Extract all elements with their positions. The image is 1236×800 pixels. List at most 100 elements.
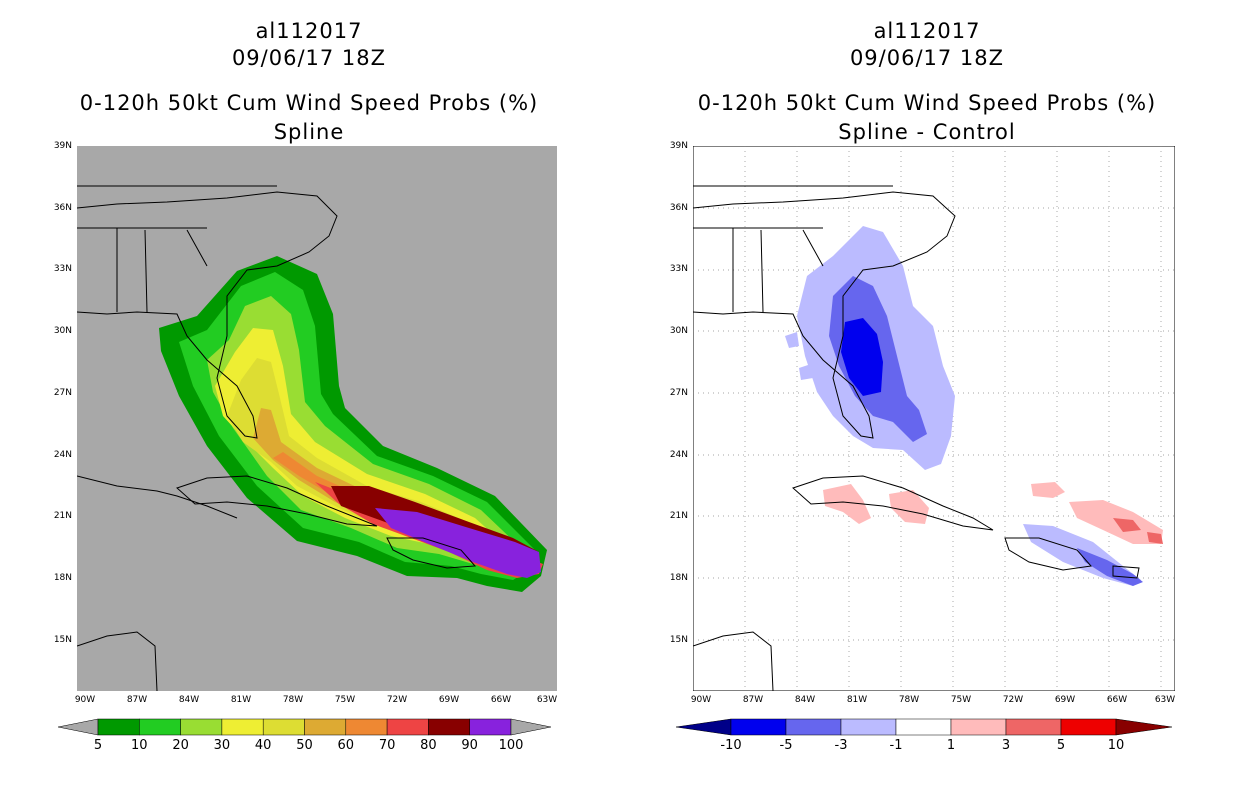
right-colorbar-tick-label: -10 <box>720 738 742 753</box>
lon-label: 90W <box>690 695 712 705</box>
right-colorbar-cell <box>785 718 842 736</box>
lon-label: 87W <box>742 695 764 705</box>
right-panel: al112017 09/06/17 18Z 0-120h 50kt Cum Wi… <box>618 0 1236 800</box>
prob-swath-30 <box>215 328 513 566</box>
left-coastline-hispaniola <box>386 537 477 569</box>
left-colorbar-cell <box>386 718 429 736</box>
prob-swath-20 <box>207 296 523 572</box>
right-colorbar-cell <box>840 718 897 736</box>
lon-label: 66W <box>490 695 512 705</box>
left-colorbar-end-triangle <box>510 718 552 736</box>
left-coastline-us-east <box>77 191 338 439</box>
right-colorbar-cell <box>1060 718 1117 736</box>
left-colorbar-cell <box>262 718 305 736</box>
lat-label: 27N <box>669 388 688 398</box>
lon-label: 69W <box>1054 695 1076 705</box>
left-colorbar-tick-label: 90 <box>461 738 478 753</box>
lat-label: 36N <box>53 203 72 213</box>
left-colorbar-cell <box>345 718 388 736</box>
right-map <box>693 146 1175 691</box>
lat-label: 33N <box>53 264 72 274</box>
lat-label: 33N <box>669 264 688 274</box>
lon-label: 69W <box>438 695 460 705</box>
right-coastline-cuba <box>792 475 994 531</box>
left-colorbar-tick-label: 70 <box>378 738 396 753</box>
lat-label: 21N <box>53 511 72 521</box>
lat-label: 24N <box>669 450 688 460</box>
right-colorbar-cell <box>950 718 1007 736</box>
left-colorbar-tick-label: 10 <box>131 738 148 753</box>
right-subtitle: Spline - Control <box>838 120 1016 144</box>
lat-label: 15N <box>53 635 72 645</box>
left-colorbar-cell <box>304 718 347 736</box>
right-colorbar-tick-label: -3 <box>834 738 848 753</box>
lat-label: 18N <box>669 573 688 583</box>
left-colorbar-tick-label: 80 <box>420 738 437 753</box>
left-colorbar-tick-label: 100 <box>498 738 524 753</box>
right-product-title: 0-120h 50kt Cum Wind Speed Probs (%) <box>697 91 1157 115</box>
left-panel: al112017 09/06/17 18Z 0-120h 50kt Cum Wi… <box>53 19 558 753</box>
right-datetime: 09/06/17 18Z <box>849 46 1005 70</box>
right-colorbar-tick-label: 1 <box>946 738 956 753</box>
lat-label: 36N <box>669 203 688 213</box>
lon-label: 66W <box>1106 695 1128 705</box>
right-coastline-hispaniola <box>1004 537 1092 571</box>
lon-label: 81W <box>230 695 252 705</box>
lon-label: 87W <box>126 695 148 705</box>
left-subtitle: Spline <box>273 120 345 144</box>
right-colorbar-tick-label: 10 <box>1107 738 1125 753</box>
left-datetime: 09/06/17 18Z <box>231 46 387 70</box>
right-colorbar-cell <box>730 718 787 736</box>
left-coastline-gulf <box>77 475 238 519</box>
right-storm-id: al112017 <box>873 19 981 43</box>
lon-label: 90W <box>74 695 96 705</box>
prob-swath-90 <box>375 508 541 578</box>
left-colorbar-cell <box>469 718 512 736</box>
lat-label: 39N <box>669 141 688 151</box>
left-colorbar-tick-label: 20 <box>172 738 189 753</box>
left-colorbar-cell <box>428 718 470 736</box>
lon-label: 78W <box>898 695 920 705</box>
left-coastline-central-america <box>77 631 158 691</box>
right-colorbar <box>676 718 1173 736</box>
lon-label: 81W <box>846 695 868 705</box>
lat-label: 15N <box>669 635 688 645</box>
right-coastline-puerto-rico <box>1112 565 1140 579</box>
lat-label: 30N <box>669 326 688 336</box>
right-colorbar-tick-label: 3 <box>1001 738 1011 753</box>
right-colorbar-end-triangle <box>1115 718 1173 736</box>
left-colorbar-cell <box>221 718 264 736</box>
left-map <box>77 146 557 691</box>
left-colorbar-cell <box>97 718 140 736</box>
left-colorbar-cell <box>139 718 181 736</box>
lat-label: 18N <box>53 573 72 583</box>
left-colorbar-cell <box>180 718 223 736</box>
left-state-borders <box>77 185 277 313</box>
lat-label: 30N <box>53 326 72 336</box>
left-colorbar-tick-label: 50 <box>296 738 313 753</box>
lon-label: 63W <box>536 695 558 705</box>
lon-label: 78W <box>282 695 304 705</box>
left-colorbar-tick-label: 40 <box>254 738 272 753</box>
lon-label: 75W <box>950 695 972 705</box>
right-coastline-central-america <box>693 631 774 691</box>
lat-label: 21N <box>669 511 688 521</box>
lon-label: 72W <box>1002 695 1024 705</box>
diff-light-blue-small <box>785 332 799 348</box>
lat-label: 24N <box>53 450 72 460</box>
diff-pink-bahamas <box>1031 482 1065 498</box>
diff-medium-blue-caribbean <box>1077 548 1143 586</box>
right-state-borders <box>693 185 893 313</box>
diff-red-east2 <box>1147 532 1163 544</box>
left-colorbar-start-triangle <box>58 718 99 736</box>
right-map-grid <box>693 146 1175 691</box>
left-colorbar <box>58 718 552 736</box>
left-colorbar-tick-label: 60 <box>337 738 355 753</box>
diff-pink-cuba-west <box>823 484 871 524</box>
lon-label: 84W <box>178 695 200 705</box>
lon-label: 84W <box>794 695 816 705</box>
lat-label: 39N <box>53 141 72 151</box>
lat-label: 27N <box>53 388 72 398</box>
left-storm-id: al112017 <box>255 19 363 43</box>
right-colorbar-cell <box>1005 718 1062 736</box>
